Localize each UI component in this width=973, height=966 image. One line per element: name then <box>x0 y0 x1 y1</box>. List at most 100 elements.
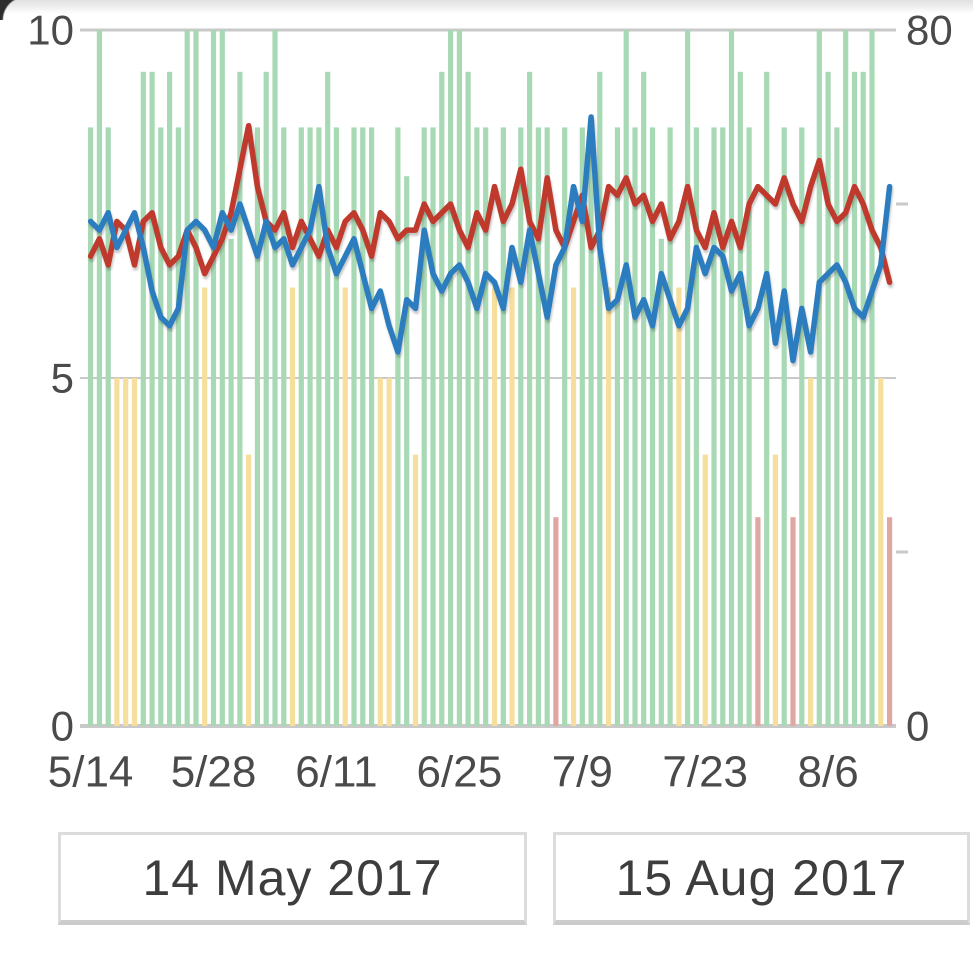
bar-green <box>737 71 743 727</box>
date-range-start-button[interactable]: 14 May 2017 <box>58 832 527 925</box>
bar-green <box>658 238 664 727</box>
bar-green <box>307 127 313 726</box>
x-axis-tick-label: 6/11 <box>295 748 377 797</box>
red-line <box>87 122 893 286</box>
bar-green <box>404 176 410 726</box>
x-axis-tick-label: 7/9 <box>552 748 613 797</box>
bar-green <box>184 30 190 726</box>
bar-green <box>535 127 541 726</box>
bar-green <box>764 71 770 727</box>
bar-green <box>228 238 234 727</box>
bar-yellow <box>202 287 208 726</box>
bar-yellow <box>123 378 129 726</box>
bar-yellow <box>702 454 708 726</box>
bar-green <box>298 127 304 726</box>
x-axis-tick-label: 6/25 <box>417 748 503 797</box>
bar-green <box>834 127 840 726</box>
bar-green <box>254 127 260 726</box>
bar-green <box>588 127 594 726</box>
bar-yellow <box>377 378 383 726</box>
date-range-start-label: 14 May 2017 <box>142 849 443 906</box>
bar-yellow <box>570 287 577 726</box>
bar-green <box>96 30 102 726</box>
bar-green <box>456 30 462 726</box>
bar-green <box>149 71 155 727</box>
bar-green <box>869 30 875 726</box>
bar-green <box>720 127 726 726</box>
bar-green <box>711 127 717 726</box>
bar-pink <box>553 517 559 726</box>
bar-green <box>175 127 181 726</box>
bar-green <box>333 127 339 726</box>
bar-green <box>614 127 620 726</box>
bar-pink <box>755 517 761 726</box>
bar-green <box>851 71 858 727</box>
y-axis-right-label: 0 <box>906 703 929 750</box>
bar-green <box>623 30 629 726</box>
bar-green <box>799 127 805 726</box>
bar-yellow <box>491 287 498 726</box>
date-range-end-button[interactable]: 15 Aug 2017 <box>553 832 970 925</box>
bar-yellow <box>676 287 682 726</box>
bar-green <box>632 127 638 726</box>
date-range-end-label: 15 Aug 2017 <box>615 849 908 906</box>
bar-green <box>728 30 735 726</box>
bar-green <box>272 30 278 726</box>
bar-green <box>421 127 427 726</box>
bar-green <box>448 30 454 726</box>
bar-green <box>395 127 401 726</box>
bar-green <box>527 71 533 727</box>
x-axis-tick-label: 5/14 <box>48 748 134 797</box>
bar-green <box>88 127 94 726</box>
bar-green <box>693 127 699 726</box>
bars-layer <box>88 30 893 727</box>
bar-green <box>193 30 199 726</box>
stats-chart: 10 5 0 80 0 5/14 5/28 6/11 6/25 7/9 7/23 8/6 <box>0 0 973 800</box>
bar-green <box>685 30 691 726</box>
bar-green <box>281 127 287 726</box>
bar-green <box>474 127 480 726</box>
bar-green <box>439 71 445 727</box>
bar-green <box>781 127 787 726</box>
bar-yellow <box>606 287 612 726</box>
blue-line <box>87 114 893 364</box>
bar-yellow <box>342 287 348 726</box>
bar-green <box>430 127 436 726</box>
bar-green <box>210 30 217 726</box>
bar-green <box>597 71 603 727</box>
y-axis-left-label: 5 <box>51 355 74 402</box>
bar-green <box>219 30 225 726</box>
y-axis-left-label: 0 <box>51 703 74 750</box>
bar-green <box>263 71 269 727</box>
bar-green <box>544 127 550 726</box>
x-axis-tick-label: 5/28 <box>171 748 257 797</box>
bar-green <box>649 127 656 726</box>
bar-green <box>105 127 111 726</box>
bar-green <box>518 127 524 726</box>
bar-pink <box>790 517 796 726</box>
bar-yellow <box>289 287 296 726</box>
bar-green <box>746 127 752 726</box>
bar-yellow <box>246 454 252 726</box>
bar-green <box>316 127 322 726</box>
bar-green <box>158 127 164 726</box>
bar-green <box>360 127 366 726</box>
bar-green <box>237 71 243 727</box>
bar-yellow <box>114 378 120 726</box>
bar-green <box>140 71 146 727</box>
x-axis-tick-label: 7/23 <box>662 748 748 797</box>
bar-pink <box>887 517 893 726</box>
lines-layer <box>87 114 893 364</box>
bar-yellow <box>878 378 884 726</box>
y-axis-right-label: 80 <box>906 7 953 54</box>
bar-green <box>483 127 489 726</box>
bar-green <box>825 71 831 727</box>
bar-yellow <box>412 454 419 726</box>
y-axis-left-label: 10 <box>27 7 74 54</box>
bar-green <box>167 71 173 727</box>
bar-yellow <box>808 378 814 726</box>
bar-green <box>325 71 331 727</box>
bar-yellow <box>131 378 138 726</box>
bar-green <box>860 71 866 727</box>
